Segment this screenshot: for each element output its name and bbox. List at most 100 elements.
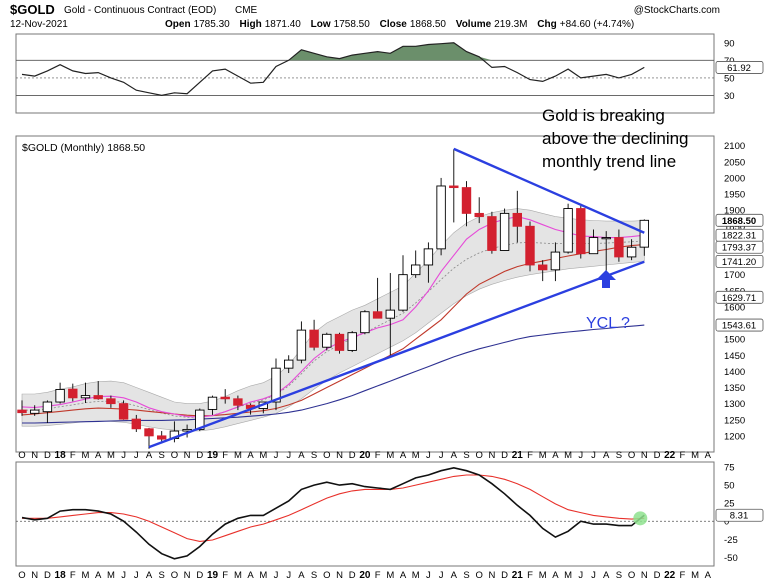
candle-down	[525, 225, 535, 266]
x-tick-top-41: M	[539, 450, 547, 461]
x-tick-bottom-13: N	[184, 570, 191, 581]
x-tick-bottom-34: A	[451, 570, 458, 581]
x-tick-top-26: D	[349, 450, 356, 461]
macd-crossover-marker	[633, 511, 648, 526]
price-value-tag-5-group: 1629.71	[715, 290, 764, 304]
x-tick-top-29: M	[386, 450, 394, 461]
macd-tick-0: 0	[724, 517, 729, 528]
x-tick-bottom-38: D	[501, 570, 508, 581]
x-tick-top-2: D	[44, 450, 51, 461]
x-tick-bottom-42: A	[552, 570, 559, 581]
x-tick-top-4: F	[70, 450, 76, 461]
open-label: Open	[165, 19, 191, 30]
candle-down	[144, 428, 154, 437]
x-tick-top-38: D	[501, 450, 508, 461]
price-tick-1450: 1450	[724, 351, 745, 362]
x-tick-top-9: J	[134, 450, 139, 461]
x-tick-bottom-23: S	[311, 570, 317, 581]
candle-down	[474, 212, 484, 218]
price-value-tag-1-group: 1868.50	[715, 213, 764, 227]
x-tick-bottom-1: N	[31, 570, 38, 581]
x-tick-top-17: M	[234, 450, 242, 461]
price-tick-1850: 1850	[724, 222, 745, 233]
x-tick-top-3: 18	[55, 450, 67, 461]
macd-tick-25: 25	[724, 499, 735, 510]
rsi-last-value-group: 61.92	[715, 61, 764, 74]
candle-down	[131, 418, 142, 430]
price-tick-1300: 1300	[724, 399, 745, 410]
x-tick-bottom-46: A	[603, 570, 610, 581]
x-tick-top-31: M	[412, 450, 420, 461]
rsi-line	[21, 42, 645, 97]
x-tick-bottom-25: N	[336, 570, 343, 581]
candle-down	[461, 187, 472, 214]
candle-up	[398, 274, 408, 311]
price-value-tag-6: 1543.61	[722, 321, 756, 332]
candle-down	[156, 435, 167, 440]
x-tick-top-40: F	[527, 450, 533, 461]
x-tick-top-22: A	[298, 450, 305, 461]
chg-value: +84.60 (+4.74%)	[560, 19, 635, 30]
x-tick-top-19: M	[259, 450, 267, 461]
x-tick-bottom-22: A	[298, 570, 305, 581]
volume-label: Volume	[456, 19, 492, 30]
x-tick-bottom-3: 18	[55, 570, 67, 581]
price-value-tag-2-group: 1822.31	[715, 228, 764, 242]
price-tick-1600: 1600	[724, 302, 745, 313]
candle-down	[106, 398, 116, 405]
x-tick-bottom-18: A	[247, 570, 254, 581]
x-tick-top-8: J	[121, 450, 126, 461]
ohlc-line: Open 1785.30 High 1871.40 Low 1758.50 Close…	[165, 19, 634, 30]
rsi-tick-90: 90	[724, 38, 735, 49]
low-value: 1758.50	[334, 19, 371, 30]
x-tick-bottom-0: O	[18, 570, 25, 581]
rsi-tick-50: 50	[724, 73, 735, 84]
candle-down	[449, 185, 459, 189]
macd-line	[21, 466, 645, 560]
candle-down	[512, 212, 522, 227]
price-band-middle	[22, 240, 645, 418]
x-tick-bottom-14: D	[196, 570, 203, 581]
price-value-tag-5-box	[715, 290, 764, 304]
x-tick-bottom-47: S	[616, 570, 622, 581]
x-tick-top-28: F	[375, 450, 381, 461]
close-value: 1868.50	[410, 19, 447, 30]
x-tick-bottom-21: J	[286, 570, 291, 581]
x-tick-top-32: J	[426, 450, 431, 461]
x-tick-bottom-8: J	[121, 570, 126, 581]
x-tick-top-12: O	[171, 450, 178, 461]
x-tick-bottom-28: F	[375, 570, 381, 581]
rsi-frame	[15, 33, 715, 114]
x-tick-top-20: J	[274, 450, 279, 461]
x-tick-bottom-30: A	[400, 570, 407, 581]
price-value-tag-3: 1793.37	[722, 243, 756, 254]
x-tick-top-15: 19	[207, 450, 219, 461]
candle-up	[30, 409, 40, 414]
exchange: CME	[235, 5, 258, 16]
x-tick-bottom-48: O	[628, 570, 635, 581]
price-panel: $GOLD (Monthly) 1868.50 Gold is breaking a…	[15, 106, 764, 453]
x-tick-top-27: 20	[359, 450, 371, 461]
candle-up	[207, 396, 218, 410]
x-tick-top-10: A	[146, 450, 153, 461]
x-tick-top-30: A	[400, 450, 407, 461]
candle-up	[411, 264, 421, 276]
candle-down	[538, 264, 548, 271]
macd-last-value-box	[715, 508, 764, 522]
macd-tick--50: -50	[724, 553, 738, 564]
x-tick-top-7: M	[107, 450, 115, 461]
candle-up	[271, 367, 281, 403]
price-tick-1900: 1900	[724, 206, 745, 217]
x-tick-bottom-16: F	[222, 570, 228, 581]
price-value-tag-2: 1822.31	[722, 231, 756, 242]
x-tick-top-39: 21	[512, 450, 524, 461]
x-tick-bottom-9: J	[134, 570, 139, 581]
x-tick-top-43: M	[564, 450, 572, 461]
x-tick-bottom-15: 19	[207, 570, 219, 581]
x-tick-bottom-31: M	[412, 570, 420, 581]
x-axis-labels: O N D 18 F M A M J J A S O N D 19 F M A M J J A S O N D 20 F M A M J J A S O…	[18, 450, 711, 581]
macd-signal-line	[22, 474, 645, 542]
ma-long-line	[22, 324, 645, 424]
x-tick-top-23: S	[311, 450, 317, 461]
